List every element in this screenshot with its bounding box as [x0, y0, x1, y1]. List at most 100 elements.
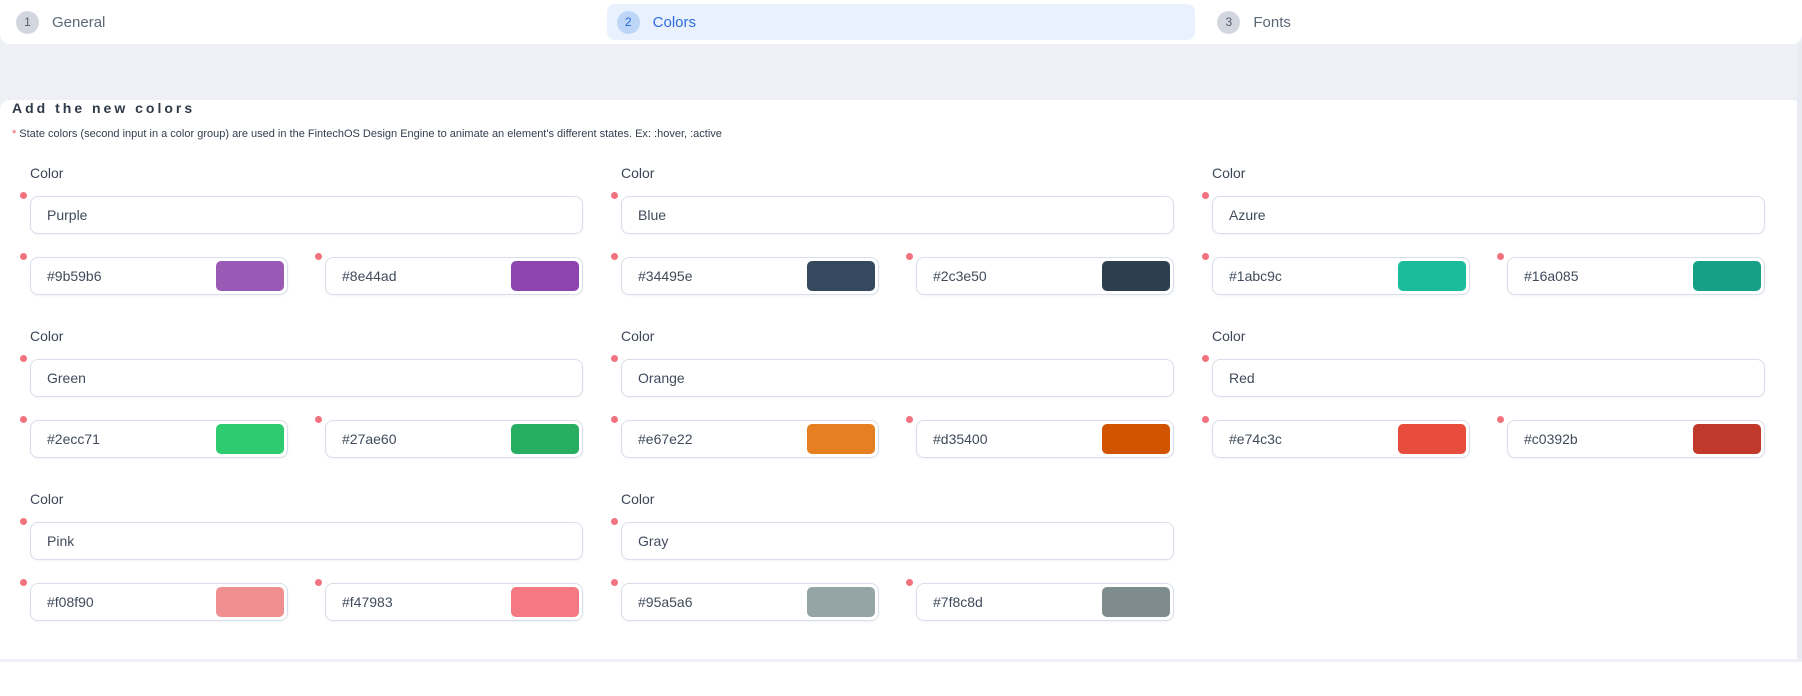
required-dot: [20, 579, 27, 586]
color-group-label: Color: [30, 165, 64, 181]
color-swatch[interactable]: [216, 587, 284, 617]
step-tab-colors[interactable]: 2 Colors: [606, 4, 1196, 40]
color-hex-row: #2ecc71 #27ae60: [20, 416, 583, 458]
scrollbar-track[interactable]: [1797, 44, 1802, 662]
color-name-field: [20, 355, 583, 397]
hex-value: #e67e22: [638, 431, 693, 447]
color-hex-row: #1abc9c #16a085: [1202, 253, 1765, 295]
required-dot: [906, 253, 913, 260]
color-name-input[interactable]: [30, 196, 583, 234]
color-name-field: [20, 518, 583, 560]
color-hex-row: #f08f90 #f47983: [20, 579, 583, 621]
color-hex-input[interactable]: #f08f90: [30, 583, 288, 621]
color-hex-input[interactable]: #2c3e50: [916, 257, 1174, 295]
color-group-label: Color: [30, 328, 64, 344]
color-swatch[interactable]: [1102, 424, 1170, 454]
color-groups-grid: Color #9b59b6 #8e44ad Color: [20, 165, 1802, 621]
color-swatch[interactable]: [1398, 424, 1466, 454]
color-hex-input[interactable]: #c0392b: [1507, 420, 1765, 458]
required-dot: [611, 416, 618, 423]
color-hex-input[interactable]: #d35400: [916, 420, 1174, 458]
color-swatch[interactable]: [216, 261, 284, 291]
color-group-orange: Color #e67e22 #d35400: [611, 328, 1174, 458]
color-hex-field: #95a5a6: [611, 579, 879, 621]
color-name-input[interactable]: [30, 522, 583, 560]
state-colors-note: * State colors (second input in a color g…: [12, 128, 1802, 140]
hex-value: #9b59b6: [47, 268, 102, 284]
required-dot: [20, 416, 27, 423]
step-number-badge: 3: [1217, 10, 1241, 34]
color-group-label: Color: [621, 165, 655, 181]
wizard-steps: 1 General 2 Colors 3 Fonts: [0, 0, 1802, 44]
color-swatch[interactable]: [1102, 261, 1170, 291]
color-hex-field: #7f8c8d: [906, 579, 1174, 621]
color-name-input[interactable]: [621, 359, 1174, 397]
color-swatch[interactable]: [216, 424, 284, 454]
color-hex-row: #34495e #2c3e50: [611, 253, 1174, 295]
note-text: State colors (second input in a color gr…: [19, 128, 722, 140]
step-tab-general[interactable]: 1 General: [6, 4, 595, 40]
color-swatch[interactable]: [807, 424, 875, 454]
color-hex-input[interactable]: #9b59b6: [30, 257, 288, 295]
color-group-label: Color: [621, 491, 655, 507]
color-swatch[interactable]: [1398, 261, 1466, 291]
color-group-label: Color: [1212, 165, 1246, 181]
divider: [0, 44, 1802, 63]
required-dot: [611, 579, 618, 586]
color-hex-field: #2ecc71: [20, 416, 288, 458]
color-swatch[interactable]: [807, 261, 875, 291]
color-hex-row: #95a5a6 #7f8c8d: [611, 579, 1174, 621]
colors-step-content: Add the new colors * State colors (second…: [0, 100, 1802, 696]
color-swatch[interactable]: [511, 261, 579, 291]
color-hex-input[interactable]: #7f8c8d: [916, 583, 1174, 621]
required-dot: [315, 416, 322, 423]
color-hex-input[interactable]: #34495e: [621, 257, 879, 295]
hex-value: #1abc9c: [1229, 268, 1282, 284]
color-group-label: Color: [621, 328, 655, 344]
color-swatch[interactable]: [511, 587, 579, 617]
color-group-green: Color #2ecc71 #27ae60: [20, 328, 583, 458]
color-hex-row: #e74c3c #c0392b: [1202, 416, 1765, 458]
color-hex-input[interactable]: #95a5a6: [621, 583, 879, 621]
step-label: General: [52, 13, 106, 31]
color-hex-input[interactable]: #e67e22: [621, 420, 879, 458]
hex-value: #8e44ad: [342, 268, 397, 284]
color-swatch[interactable]: [1102, 587, 1170, 617]
bottom-edge: [0, 659, 1802, 662]
color-swatch[interactable]: [1693, 261, 1761, 291]
hex-value: #2ecc71: [47, 431, 100, 447]
color-hex-input[interactable]: #e74c3c: [1212, 420, 1470, 458]
color-hex-input[interactable]: #8e44ad: [325, 257, 583, 295]
color-name-input[interactable]: [621, 196, 1174, 234]
color-swatch[interactable]: [511, 424, 579, 454]
color-name-input[interactable]: [1212, 359, 1765, 397]
step-number-badge: 2: [616, 10, 640, 34]
required-dot: [611, 253, 618, 260]
color-hex-field: #34495e: [611, 253, 879, 295]
color-hex-input[interactable]: #2ecc71: [30, 420, 288, 458]
step-tab-fonts[interactable]: 3 Fonts: [1207, 4, 1796, 40]
color-swatch[interactable]: [1693, 424, 1761, 454]
color-hex-input[interactable]: #27ae60: [325, 420, 583, 458]
color-swatch[interactable]: [807, 587, 875, 617]
color-hex-field: #8e44ad: [315, 253, 583, 295]
color-name-input[interactable]: [621, 522, 1174, 560]
hex-value: #95a5a6: [638, 594, 693, 610]
color-name-input[interactable]: [1212, 196, 1765, 234]
color-group-label: Color: [30, 491, 64, 507]
hex-value: #e74c3c: [1229, 431, 1282, 447]
color-group-purple: Color #9b59b6 #8e44ad: [20, 165, 583, 295]
step-label: Fonts: [1253, 13, 1291, 31]
color-hex-input[interactable]: #f47983: [325, 583, 583, 621]
step-label: Colors: [652, 13, 697, 31]
color-hex-input[interactable]: #1abc9c: [1212, 257, 1470, 295]
color-hex-input[interactable]: #16a085: [1507, 257, 1765, 295]
required-dot: [906, 416, 913, 423]
color-hex-field: #f08f90: [20, 579, 288, 621]
color-hex-field: #2c3e50: [906, 253, 1174, 295]
color-name-field: [611, 192, 1174, 234]
hex-value: #f08f90: [47, 594, 94, 610]
color-group-red: Color #e74c3c #c0392b: [1202, 328, 1765, 458]
color-name-input[interactable]: [30, 359, 583, 397]
